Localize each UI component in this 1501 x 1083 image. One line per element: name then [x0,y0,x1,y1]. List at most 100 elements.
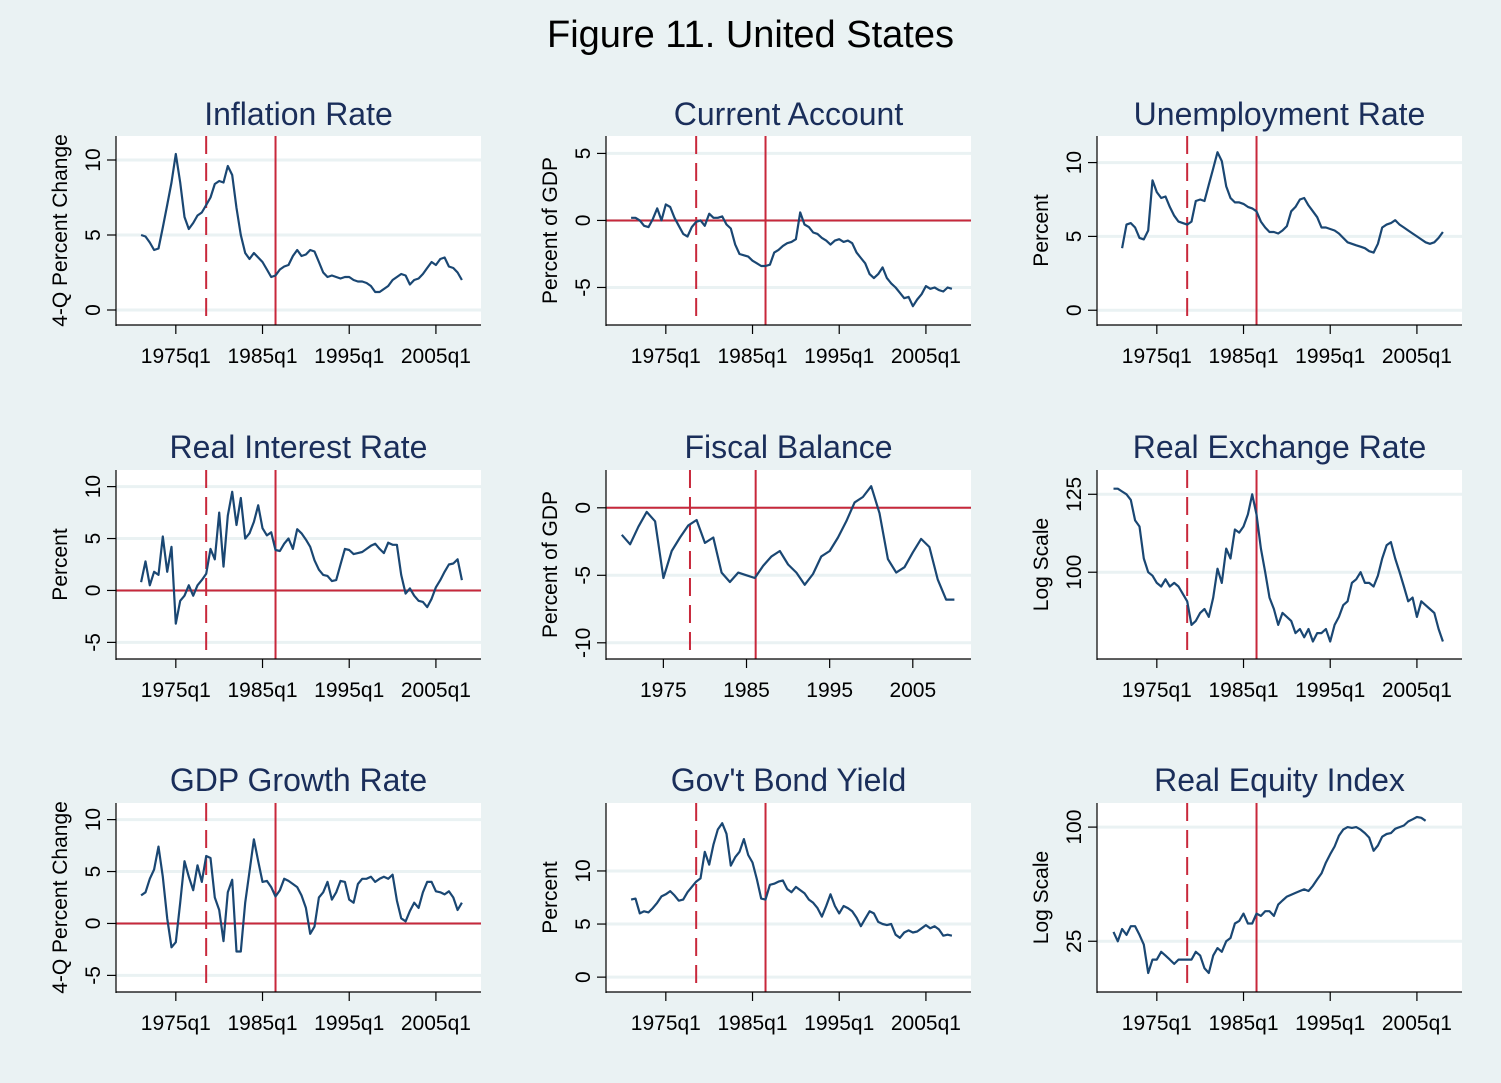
y-tick-label: 5 [1063,231,1086,243]
series-line [140,152,463,294]
y-tick-label: 0 [572,971,595,983]
x-tick-label: 1975 [640,679,687,702]
panel-title: Unemployment Rate [1134,96,1426,132]
x-tick-label: 1995q1 [314,1012,384,1035]
y-axis-title: 4-Q Percent Change [49,134,72,327]
panel-title: Inflation Rate [204,96,393,132]
y-tick-label: 0 [82,918,105,930]
x-tick-label: 2005q1 [1382,1012,1452,1035]
x-tick-label: 1995 [806,679,853,702]
plot-area [1097,136,1462,325]
x-tick-label: 2005q1 [401,679,471,702]
panel-title: Gov't Bond Yield [671,762,907,798]
plot-area [116,470,481,659]
panel-title: Real Exchange Rate [1133,429,1427,465]
y-tick-label: 25 [1063,930,1086,953]
x-tick-label: 1995q1 [1295,1012,1365,1035]
panel-title: Real Equity Index [1154,762,1405,798]
y-tick-label: 0 [82,585,105,597]
y-tick-label: 5 [82,533,105,545]
x-tick-label: 1985 [723,679,770,702]
x-tick-label: 2005q1 [401,1012,471,1035]
x-tick-label: 2005q1 [1382,345,1452,368]
x-tick-label: 1995q1 [1295,345,1365,368]
series-line [1112,815,1427,975]
panel-gdp-growth: -5 0 5 10 1975q1 1985q1 1995q1 2005q1 4-Q Percen… [49,762,481,1035]
y-tick-label: -5 [82,966,105,985]
panel-title: GDP Growth Rate [170,762,427,798]
x-tick-label: 1975q1 [631,345,701,368]
y-tick-label: 100 [1063,555,1086,590]
x-tick-label: 1985q1 [1208,679,1278,702]
plot-area [116,803,481,992]
x-tick-label: 1995q1 [314,679,384,702]
y-tick-label: 0 [1063,304,1086,316]
plot-area [116,136,481,325]
x-tick-label: 1985q1 [227,679,297,702]
plot-area [606,136,971,325]
series-line [620,485,955,601]
panel-real-exchange-rate: 100 125 1975q1 1985q1 1995q1 2005q1 Log Scale R… [1030,429,1462,702]
y-axis-title: Percent [539,861,562,934]
y-tick-label: 5 [572,918,595,930]
x-tick-label: 1995q1 [804,1012,874,1035]
series-line [140,490,463,625]
x-tick-label: 1975q1 [141,1012,211,1035]
y-tick-label: 0 [572,215,595,227]
y-axis-title: Log Scale [1030,851,1053,944]
y-tick-label: 0 [572,502,595,514]
panel-unemployment: 0 5 10 1975q1 1985q1 1995q1 2005q1 Percent Unemp… [1030,96,1462,368]
panel-inflation: 0 5 10 1975q1 1985q1 1995q1 2005q1 4-Q Percent … [49,96,481,368]
panel-fiscal-balance: -10 -5 0 1975 1985 1995 2005 Percent of GDP Fisc… [539,429,971,702]
y-tick-label: 100 [1063,810,1086,845]
plot-area [1097,470,1462,659]
y-axis-title: Percent [1030,194,1053,267]
y-tick-label: -5 [82,633,105,652]
figure-title: Figure 11. United States [547,14,954,56]
plot-area [1097,803,1462,992]
panel-current-account: -5 0 5 1975q1 1985q1 1995q1 2005q1 Percent of G… [539,96,971,368]
panel-title: Current Account [674,96,904,132]
x-tick-label: 1995q1 [314,345,384,368]
y-tick-label: 10 [82,808,105,831]
x-tick-label: 1985q1 [717,1012,787,1035]
y-tick-label: 125 [1063,477,1086,512]
y-tick-label: 5 [82,229,105,241]
x-tick-label: 1975q1 [141,679,211,702]
series-line [630,822,953,939]
y-axis-title: Percent [49,528,72,601]
x-tick-label: 1975q1 [1122,1012,1192,1035]
x-tick-label: 1975q1 [1122,345,1192,368]
x-tick-label: 1985q1 [227,1012,297,1035]
x-tick-label: 2005 [889,679,936,702]
y-tick-label: -5 [572,566,595,585]
x-tick-label: 2005q1 [891,345,961,368]
y-axis-title: Log Scale [1030,518,1053,611]
y-tick-label: 5 [572,148,595,160]
panel-real-interest: -5 0 5 10 1975q1 1985q1 1995q1 2005q1 Percent Rea… [49,429,481,702]
y-axis-title: Percent of GDP [539,491,562,638]
series-line [1113,487,1444,643]
y-tick-label: 0 [82,304,105,316]
panel-bond-yield: 0 5 10 1975q1 1985q1 1995q1 2005q1 Percent Gov't… [539,762,971,1035]
x-tick-label: 1995q1 [1295,679,1365,702]
series-line [631,203,953,308]
x-tick-label: 2005q1 [401,345,471,368]
y-tick-label: -10 [572,628,595,658]
panel-real-equity: 25 100 1975q1 1985q1 1995q1 2005q1 Log Scale Re… [1030,762,1462,1035]
x-tick-label: 1985q1 [717,345,787,368]
plot-area [606,803,971,992]
x-tick-label: 1975q1 [631,1012,701,1035]
y-tick-label: 10 [572,859,595,882]
x-tick-label: 1975q1 [1122,679,1192,702]
y-tick-label: 10 [82,475,105,498]
x-tick-label: 2005q1 [1382,679,1452,702]
y-tick-label: 10 [1063,151,1086,174]
panel-title: Real Interest Rate [170,429,428,465]
series-line [1121,151,1444,254]
x-tick-label: 2005q1 [891,1012,961,1035]
y-tick-label: -5 [572,278,595,297]
x-tick-label: 1985q1 [1208,1012,1278,1035]
panel-title: Fiscal Balance [684,429,892,465]
